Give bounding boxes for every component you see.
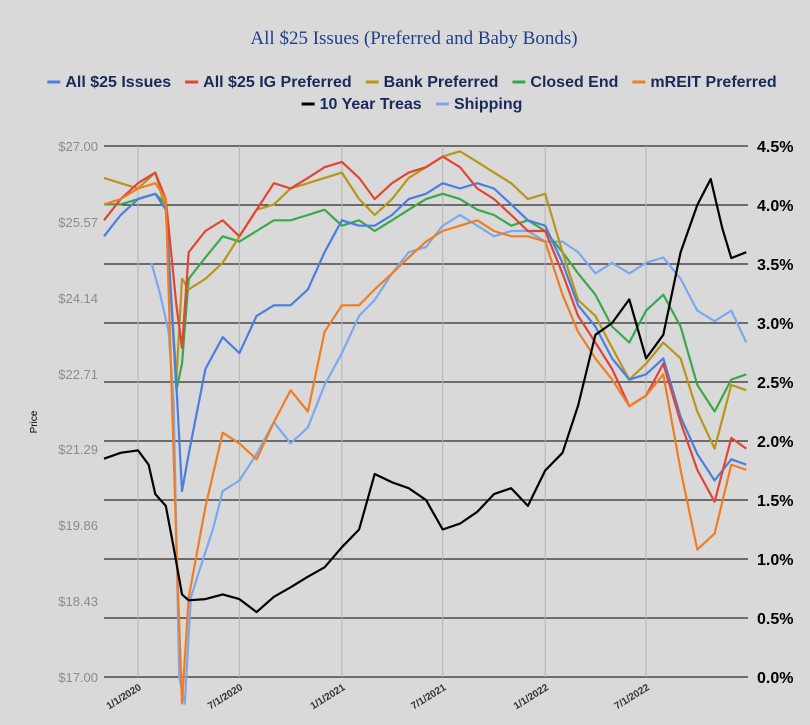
series-line-all-25-ig-preferred <box>103 155 747 503</box>
series-line-mreit-preferred <box>103 182 747 705</box>
x-tick-label: 7/1/2020 <box>206 682 245 712</box>
y2-tick-label: 2.5% <box>757 375 793 392</box>
y2-tick-label: 0.5% <box>757 611 793 628</box>
x-tick-label: 1/1/2020 <box>105 682 144 712</box>
y-tick-label: $24.14 <box>58 291 98 306</box>
y-axis-label: Price <box>29 410 40 433</box>
y2-tick-label: 0.0% <box>757 670 793 687</box>
y2-tick-label: 1.0% <box>757 552 793 569</box>
legend-label: Bank Preferred <box>384 74 499 91</box>
series-line-shipping <box>150 213 748 705</box>
chart-title: All $25 Issues (Preferred and Baby Bonds… <box>250 28 577 49</box>
x-tick-label: 1/1/2021 <box>309 682 348 712</box>
y-tick-label: $21.29 <box>58 442 98 457</box>
legend-label: Shipping <box>454 96 522 113</box>
y-tick-label: $17.00 <box>58 670 98 685</box>
x-tick-label: 7/1/2021 <box>409 682 448 712</box>
legend-label: Closed End <box>530 74 618 91</box>
series-line-all-25-issues <box>103 182 747 493</box>
legend-label: All $25 Issues <box>65 74 171 91</box>
y2-tick-label: 4.5% <box>757 139 793 156</box>
x-tick-label: 7/1/2022 <box>613 682 652 712</box>
y-tick-label: $19.86 <box>58 518 98 533</box>
y2-tick-label: 2.0% <box>757 434 793 451</box>
y-tick-label: $22.71 <box>58 367 98 382</box>
y2-tick-label: 4.0% <box>757 198 793 215</box>
y-tick-label: $18.43 <box>58 594 98 609</box>
series-lines <box>103 150 748 705</box>
y-tick-label: $27.00 <box>58 139 98 154</box>
legend: All $25 Issues All $25 IG Preferred Bank P… <box>47 74 777 113</box>
gridlines <box>104 145 748 678</box>
series-line-bank-preferred <box>103 150 747 450</box>
legend-label: All $25 IG Preferred <box>203 74 352 91</box>
x-tick-label: 1/1/2022 <box>512 682 551 712</box>
series-line-closed-end <box>104 192 747 413</box>
y-tick-label: $25.57 <box>58 215 98 230</box>
legend-label: 10 Year Treas <box>320 96 422 113</box>
series-line-10-year-treas <box>103 177 747 614</box>
y2-tick-label: 3.0% <box>757 316 793 333</box>
y2-tick-label: 1.5% <box>757 493 793 510</box>
legend-label: mREIT Preferred <box>650 74 776 91</box>
y2-tick-label: 3.5% <box>757 257 793 274</box>
